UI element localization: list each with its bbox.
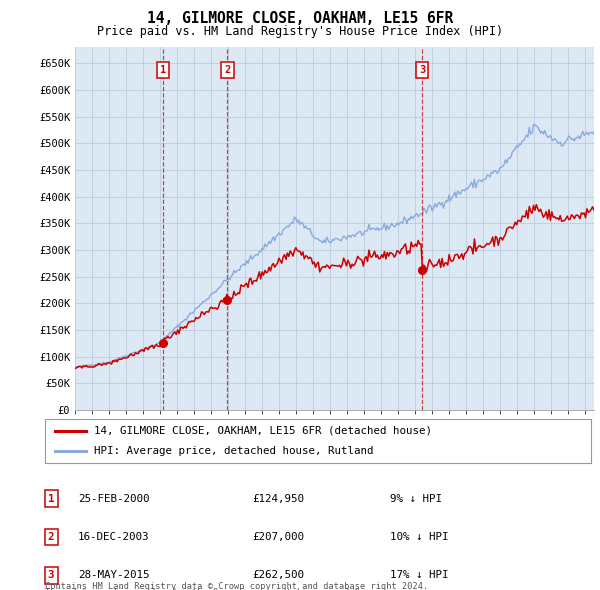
Text: 17% ↓ HPI: 17% ↓ HPI [390,571,449,580]
Text: 16-DEC-2003: 16-DEC-2003 [78,532,149,542]
Text: 10% ↓ HPI: 10% ↓ HPI [390,532,449,542]
Text: 9% ↓ HPI: 9% ↓ HPI [390,494,442,503]
Text: 28-MAY-2015: 28-MAY-2015 [78,571,149,580]
Text: 3: 3 [419,65,425,74]
Text: 1: 1 [48,494,54,503]
Text: 14, GILMORE CLOSE, OAKHAM, LE15 6FR: 14, GILMORE CLOSE, OAKHAM, LE15 6FR [147,11,453,25]
Text: This data is licensed under the Open Government Licence v3.0.: This data is licensed under the Open Gov… [45,588,365,590]
Text: 1: 1 [160,65,166,74]
Text: Contains HM Land Registry data © Crown copyright and database right 2024.: Contains HM Land Registry data © Crown c… [45,582,428,590]
Text: 2: 2 [48,532,54,542]
Text: 25-FEB-2000: 25-FEB-2000 [78,494,149,503]
Text: £124,950: £124,950 [252,494,304,503]
Text: HPI: Average price, detached house, Rutland: HPI: Average price, detached house, Rutl… [94,446,374,456]
Text: 2: 2 [224,65,230,74]
Text: £262,500: £262,500 [252,571,304,580]
Text: £207,000: £207,000 [252,532,304,542]
Text: 3: 3 [48,571,54,580]
Text: Price paid vs. HM Land Registry's House Price Index (HPI): Price paid vs. HM Land Registry's House … [97,25,503,38]
Text: 14, GILMORE CLOSE, OAKHAM, LE15 6FR (detached house): 14, GILMORE CLOSE, OAKHAM, LE15 6FR (det… [94,426,432,436]
